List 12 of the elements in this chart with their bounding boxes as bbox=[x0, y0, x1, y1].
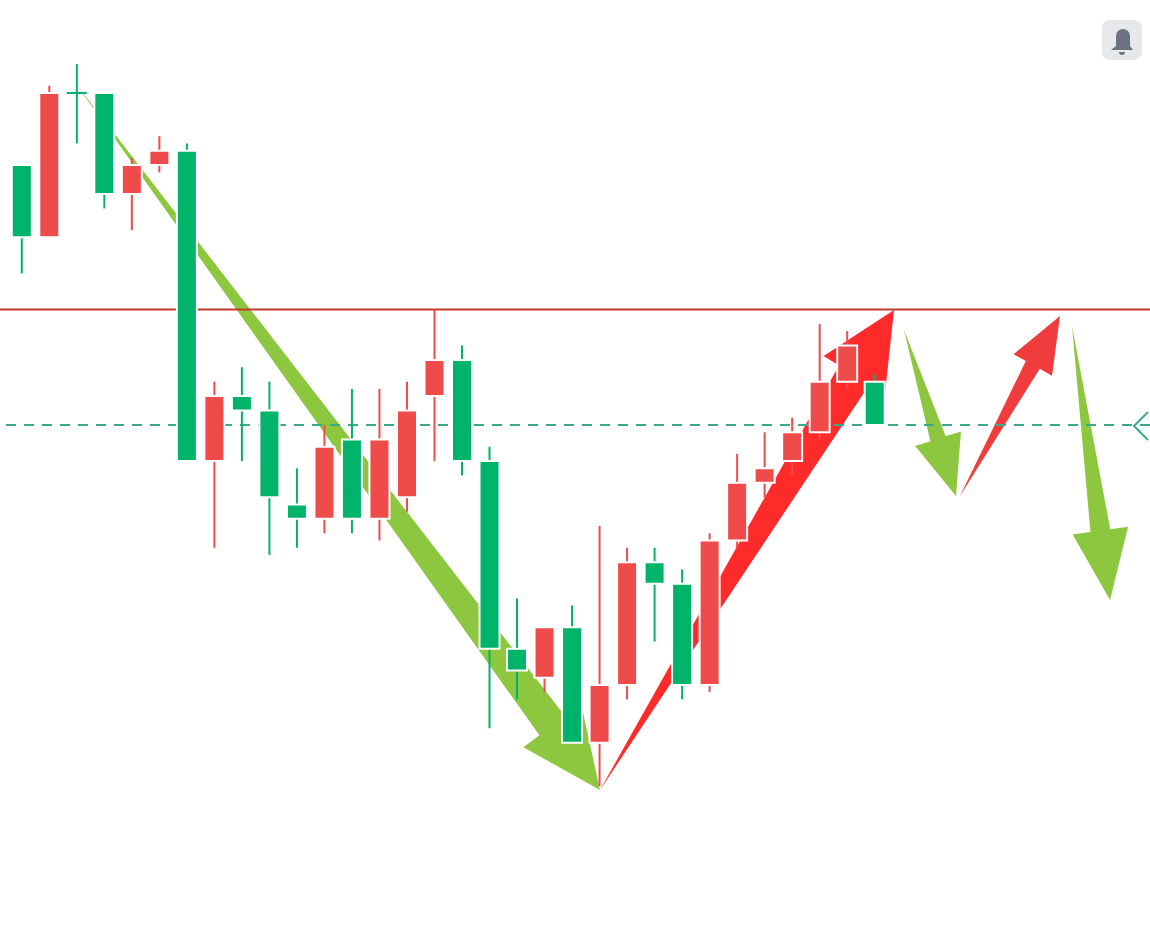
candlestick bbox=[753, 431, 776, 499]
candlestick bbox=[506, 597, 529, 701]
candlestick bbox=[148, 135, 171, 174]
candlestick bbox=[285, 467, 308, 549]
candlestick bbox=[230, 366, 253, 463]
candlestick bbox=[65, 63, 88, 145]
candlestick bbox=[781, 416, 804, 477]
candlestick bbox=[643, 546, 666, 643]
candlestick bbox=[120, 156, 143, 232]
candlestick bbox=[863, 373, 886, 426]
candlestick bbox=[423, 308, 446, 463]
candlestick bbox=[836, 330, 859, 390]
